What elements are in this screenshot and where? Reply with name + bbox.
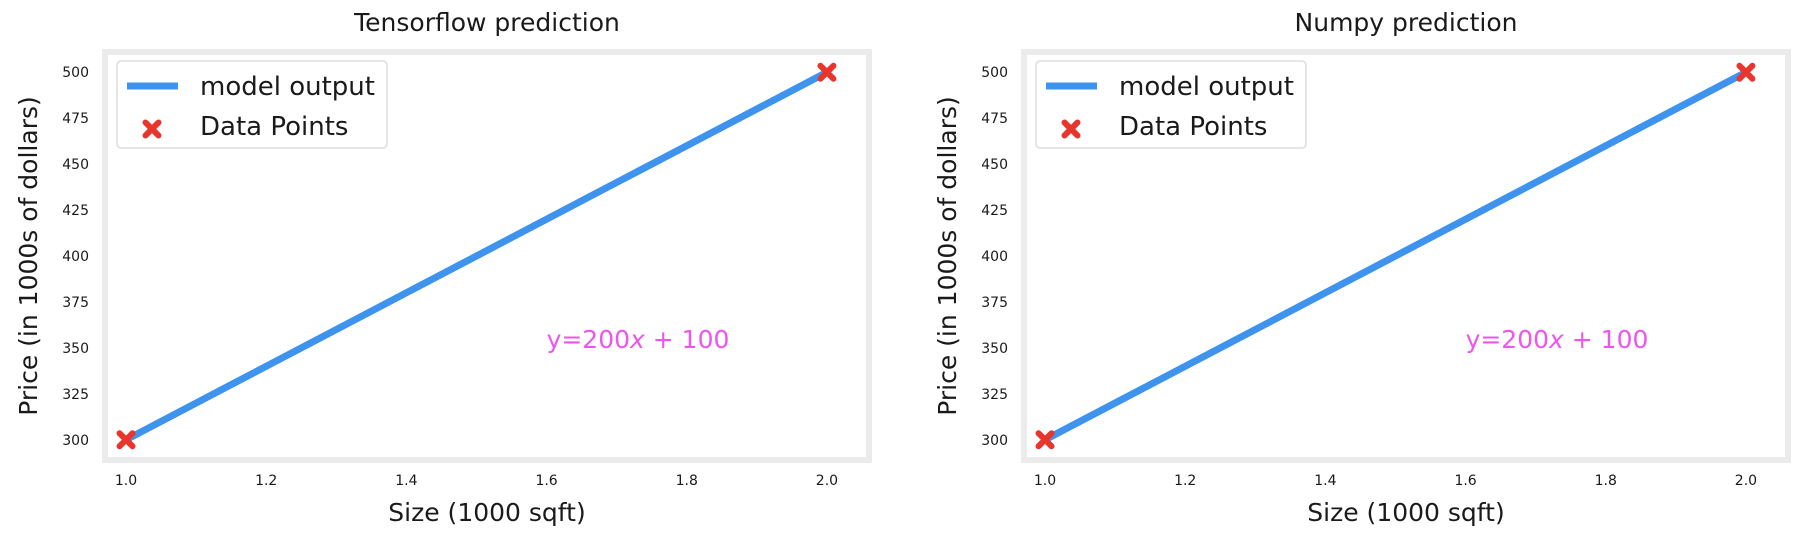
x-tick-label: 1.4: [395, 473, 417, 489]
equation-annotation: y=200x + 100: [1466, 325, 1649, 354]
y-tick-label: 450: [62, 157, 89, 173]
chart-1: Tensorflow prediction 1.0 1.2 1.4 1.6 1.8 2.0 3…: [14, 8, 872, 527]
y-tick-label: 300: [981, 433, 1008, 449]
y-tick-label: 425: [981, 203, 1008, 219]
legend-label: Data Points: [1119, 112, 1267, 142]
y-tick-label: 350: [62, 341, 89, 357]
x-axis-label: Size (1000 sqft): [1307, 498, 1504, 527]
x-tick-label: 1.0: [115, 473, 137, 489]
series-line-model-output: [124, 69, 829, 443]
legend: model output Data Points: [1035, 60, 1307, 149]
chart-title: Numpy prediction: [1295, 8, 1518, 37]
x-tick-label: 2.0: [1735, 473, 1757, 489]
equation-annotation: y=200x + 100: [547, 325, 730, 354]
y-tick-label: 450: [981, 157, 1008, 173]
chart-2: Numpy prediction 1.0 1.2 1.4 1.6 1.8 2.0 300 325…: [933, 8, 1791, 527]
x-tick-label: 1.6: [535, 473, 557, 489]
y-tick-label: 425: [62, 203, 89, 219]
y-tick-label: 325: [981, 387, 1008, 403]
legend-label: model output: [1119, 72, 1294, 102]
y-tick-label: 300: [62, 433, 89, 449]
y-tick-label: 375: [981, 295, 1008, 311]
x-tick-label: 1.2: [1174, 473, 1196, 489]
x-tick-label: 1.4: [1314, 473, 1336, 489]
y-tick-label: 350: [981, 341, 1008, 357]
legend-box: [1035, 60, 1307, 149]
y-tick-label: 475: [981, 111, 1008, 127]
y-tick-label: 500: [981, 65, 1008, 81]
x-tick-label: 2.0: [816, 473, 838, 489]
legend-box: [116, 60, 388, 149]
data-point-marker: [817, 62, 837, 82]
series-line-model-output: [1043, 69, 1748, 443]
legend-label: model output: [200, 72, 375, 102]
y-tick-label: 325: [62, 387, 89, 403]
legend-swatch-marker: [1061, 119, 1081, 139]
x-tick-label: 1.8: [1595, 473, 1617, 489]
x-tick-label: 1.2: [255, 473, 277, 489]
chart-title: Tensorflow prediction: [353, 8, 620, 37]
y-axis-label: Price (in 1000s of dollars): [14, 96, 43, 416]
legend-label: Data Points: [200, 112, 348, 142]
x-tick-label: 1.6: [1454, 473, 1476, 489]
data-point-marker: [116, 430, 136, 450]
y-tick-label: 400: [62, 249, 89, 265]
y-tick-label: 400: [981, 249, 1008, 265]
x-tick-label: 1.0: [1034, 473, 1056, 489]
data-point-marker: [1035, 430, 1055, 450]
x-tick-label: 1.8: [676, 473, 698, 489]
legend-swatch-marker: [142, 119, 162, 139]
y-axis-label: Price (in 1000s of dollars): [933, 96, 962, 416]
y-tick-label: 475: [62, 111, 89, 127]
y-tick-label: 500: [62, 65, 89, 81]
x-axis-label: Size (1000 sqft): [388, 498, 585, 527]
legend: model output Data Points: [116, 60, 388, 149]
data-point-marker: [1736, 62, 1756, 82]
y-tick-label: 375: [62, 295, 89, 311]
